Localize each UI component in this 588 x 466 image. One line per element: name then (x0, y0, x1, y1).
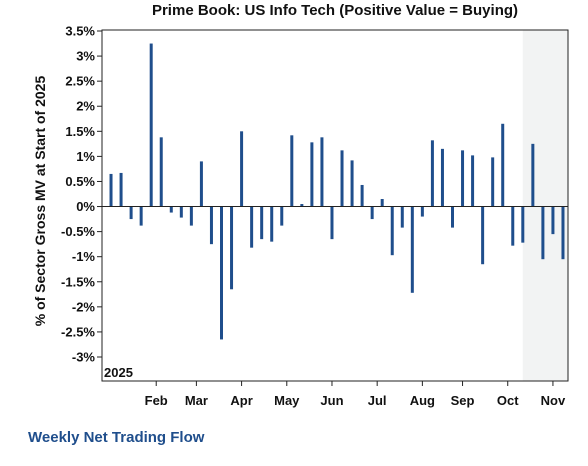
x-tick-label: Nov (541, 393, 566, 408)
y-tick-label: 2% (76, 99, 95, 114)
y-tick-label: -2.5% (61, 324, 95, 339)
bar (310, 142, 314, 207)
y-tick-label: 2.5% (65, 74, 95, 89)
bar (240, 131, 244, 207)
bar (491, 157, 495, 207)
bar (430, 140, 434, 207)
x-tick-label: Aug (410, 393, 435, 408)
bar (220, 206, 223, 340)
x-tick-label: Oct (497, 393, 519, 408)
bar (410, 206, 414, 293)
y-tick-label: -1.5% (61, 274, 95, 289)
bar (260, 206, 264, 240)
y-tick-label: 0% (76, 199, 95, 214)
bar (280, 206, 284, 226)
bar (199, 161, 203, 207)
bar (400, 206, 404, 228)
bar (109, 173, 113, 207)
bar (340, 150, 344, 207)
bar (521, 206, 525, 243)
y-tick-label: -2% (72, 299, 96, 314)
bar (139, 206, 143, 226)
bar (420, 206, 424, 217)
x-tick-label: Sep (451, 393, 475, 408)
y-tick-label: -1% (72, 249, 96, 264)
chart-title: Prime Book: US Info Tech (Positive Value… (151, 2, 519, 19)
bar (360, 184, 364, 207)
y-tick-label: -3% (72, 350, 96, 365)
bar (501, 123, 505, 207)
y-tick-label: 0.5% (65, 174, 95, 189)
bar (300, 204, 304, 207)
bar (290, 135, 294, 207)
bar (169, 206, 173, 213)
bar (471, 155, 475, 207)
plot-area (102, 30, 568, 381)
bar (119, 172, 123, 207)
bar (149, 43, 153, 207)
bar (230, 206, 234, 290)
bar (451, 206, 454, 228)
bar (189, 206, 193, 226)
y-tick-label: -0.5% (61, 224, 95, 239)
x-tick-label: May (274, 393, 300, 408)
bar (320, 137, 324, 207)
bar (551, 206, 555, 235)
y-tick-label: 3.5% (65, 24, 95, 39)
bar (350, 160, 354, 207)
x-tick-label: Apr (230, 393, 252, 408)
plot-frame (101, 29, 569, 382)
bar (270, 206, 274, 242)
x-tick-label: Feb (145, 393, 168, 408)
x-tick-label: Mar (185, 393, 208, 408)
bar (440, 148, 444, 207)
highlight-region (522, 30, 568, 381)
bar (541, 206, 545, 260)
bar (531, 143, 535, 207)
bar (129, 206, 133, 220)
bar (511, 206, 515, 246)
y-tick-label: 1.5% (65, 124, 95, 139)
bar (561, 206, 565, 260)
bar (380, 199, 384, 207)
y-tick-label: 3% (76, 49, 95, 64)
bar (461, 150, 465, 207)
footer-caption: Weekly Net Trading Flow (28, 429, 205, 446)
year-label: 2025 (104, 365, 133, 380)
x-tick-label: Jul (368, 393, 387, 408)
x-tick-label: Jun (320, 393, 343, 408)
bar (179, 206, 183, 218)
bar (159, 137, 163, 207)
bar (390, 206, 394, 256)
y-tick-label: 1% (76, 149, 95, 164)
bar (481, 206, 485, 265)
bar (370, 206, 374, 220)
bar (250, 206, 254, 248)
bar (209, 206, 213, 245)
bar (330, 206, 334, 240)
